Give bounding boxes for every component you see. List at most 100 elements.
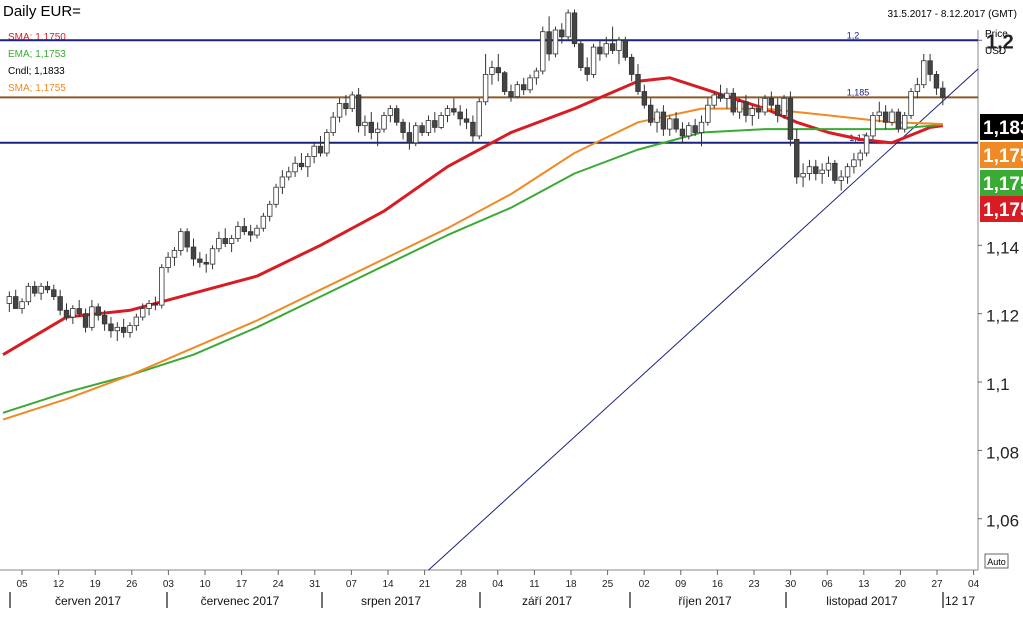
candle: [6, 291, 13, 312]
candle: [197, 252, 203, 268]
candle: [425, 115, 432, 136]
candle-body: [679, 128, 686, 137]
candle: [184, 228, 190, 253]
candle-body: [25, 285, 32, 303]
candle: [336, 98, 343, 123]
auto-scale-button[interactable]: Auto: [984, 553, 1009, 569]
candle: [635, 64, 641, 95]
candle: [565, 9, 571, 41]
candle-body: [609, 43, 616, 51]
candle: [832, 159, 838, 184]
candle-body: [584, 67, 590, 75]
candle-body: [400, 121, 406, 133]
candle: [800, 163, 806, 188]
x-tick-label-18: 09: [675, 579, 687, 590]
candle-body: [311, 145, 317, 157]
candle: [571, 9, 578, 48]
candle-body: [286, 171, 292, 178]
candle-body: [349, 94, 355, 110]
candle: [940, 81, 946, 106]
legend-ema-green: EMA; 1,1753: [8, 49, 66, 60]
candle: [444, 105, 451, 123]
candle: [895, 108, 902, 133]
candle: [457, 105, 463, 126]
candle-body: [616, 39, 622, 51]
candle-body: [343, 103, 349, 110]
legend-candle: Cndl; 1,1833: [8, 66, 65, 77]
candle-body: [863, 135, 870, 154]
candle: [222, 228, 228, 248]
candle: [432, 112, 438, 133]
candle: [508, 84, 514, 102]
candle: [362, 115, 368, 136]
candle: [628, 53, 635, 82]
candle: [266, 200, 273, 222]
candle: [235, 221, 241, 242]
candle: [902, 112, 908, 133]
candle-body: [463, 118, 470, 123]
candle: [933, 71, 940, 95]
auto-scale-label: Auto: [987, 557, 1006, 567]
month-label-1: červenec 2017: [201, 594, 280, 608]
candle: [533, 67, 540, 85]
candle-body: [717, 94, 724, 99]
candle-body: [933, 74, 940, 89]
candle: [139, 303, 146, 321]
candle-body: [393, 108, 400, 123]
candle-body: [940, 87, 946, 98]
candle: [419, 122, 425, 136]
x-tick-label-17: 02: [639, 579, 651, 590]
candle: [292, 156, 298, 177]
candle: [489, 60, 495, 85]
price-axis-label: Price: [985, 29, 1008, 40]
candle-body: [444, 108, 451, 116]
candle-body: [247, 231, 254, 236]
candle-body: [641, 91, 648, 106]
candle-body: [749, 108, 755, 116]
candle: [247, 224, 254, 242]
candle: [203, 253, 209, 273]
candle-body: [895, 111, 902, 130]
candle: [413, 122, 419, 147]
x-tick-label-26: 04: [968, 579, 980, 590]
x-tick-label-7: 24: [273, 579, 285, 590]
x-tick-label-24: 20: [895, 579, 907, 590]
hline-label-1: 1,185: [847, 87, 870, 97]
candle: [692, 118, 698, 136]
candle: [889, 108, 895, 126]
x-tick-label-8: 31: [309, 579, 321, 590]
candle: [724, 88, 730, 109]
candle: [654, 108, 660, 133]
month-label-4: říjen 2017: [678, 594, 732, 608]
x-tick-label-14: 11: [529, 579, 540, 590]
candle: [648, 98, 654, 126]
x-tick-label-21: 30: [785, 579, 797, 590]
x-tick-label-11: 21: [419, 579, 431, 590]
x-tick-label-23: 13: [858, 579, 870, 590]
candle: [89, 300, 95, 331]
candle-body: [432, 120, 438, 128]
candle: [743, 94, 749, 123]
x-tick-label-1: 12: [53, 579, 65, 590]
candle: [32, 281, 38, 297]
candle-body: [216, 238, 222, 250]
candle-body: [686, 125, 692, 137]
candle: [717, 84, 724, 102]
candle: [19, 298, 25, 314]
candle: [349, 91, 355, 113]
candle: [355, 88, 362, 133]
candle-body: [406, 132, 413, 144]
candle-body: [508, 91, 514, 98]
candle: [216, 231, 222, 253]
candle: [44, 281, 51, 294]
badge-label-1: 1,175: [983, 146, 1023, 167]
x-tick-label-0: 05: [16, 579, 28, 590]
candle: [101, 310, 108, 331]
x-tick-label-16: 25: [602, 579, 614, 590]
candle-body: [711, 94, 717, 106]
month-label-2: srpen 2017: [361, 594, 421, 608]
candle: [51, 284, 57, 300]
badge-2: [980, 170, 1023, 196]
candle: [927, 53, 933, 82]
